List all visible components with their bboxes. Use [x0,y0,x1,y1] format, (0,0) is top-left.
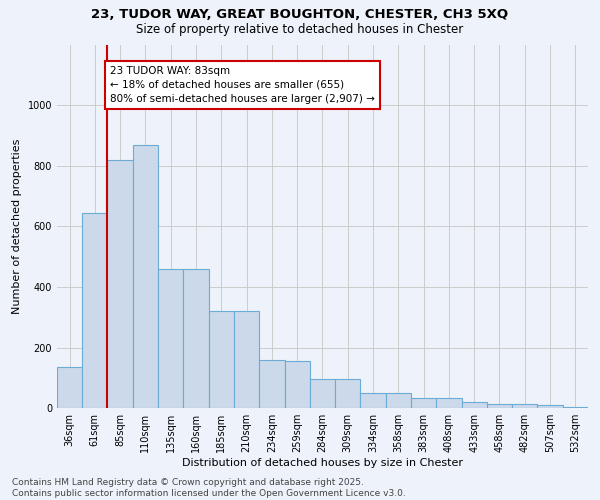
Bar [184,269,209,408]
Bar [386,393,411,408]
Bar [284,361,310,408]
Y-axis label: Number of detached properties: Number of detached properties [12,138,22,314]
Bar [512,404,538,408]
Bar [563,406,588,408]
Bar [538,405,563,408]
Bar [411,398,436,408]
X-axis label: Distribution of detached houses by size in Chester: Distribution of detached houses by size … [182,458,463,468]
Text: Contains HM Land Registry data © Crown copyright and database right 2025.
Contai: Contains HM Land Registry data © Crown c… [12,478,406,498]
Bar [133,144,158,408]
Bar [57,368,82,408]
Bar [107,160,133,408]
Bar [436,398,461,408]
Bar [361,393,386,408]
Bar [82,212,107,408]
Bar [209,311,234,408]
Bar [461,402,487,408]
Bar [234,311,259,408]
Bar [335,380,361,408]
Bar [158,269,184,408]
Text: 23 TUDOR WAY: 83sqm
← 18% of detached houses are smaller (655)
80% of semi-detac: 23 TUDOR WAY: 83sqm ← 18% of detached ho… [110,66,375,104]
Text: Size of property relative to detached houses in Chester: Size of property relative to detached ho… [136,22,464,36]
Text: 23, TUDOR WAY, GREAT BOUGHTON, CHESTER, CH3 5XQ: 23, TUDOR WAY, GREAT BOUGHTON, CHESTER, … [91,8,509,20]
Bar [487,404,512,408]
Bar [310,380,335,408]
Bar [259,360,284,408]
